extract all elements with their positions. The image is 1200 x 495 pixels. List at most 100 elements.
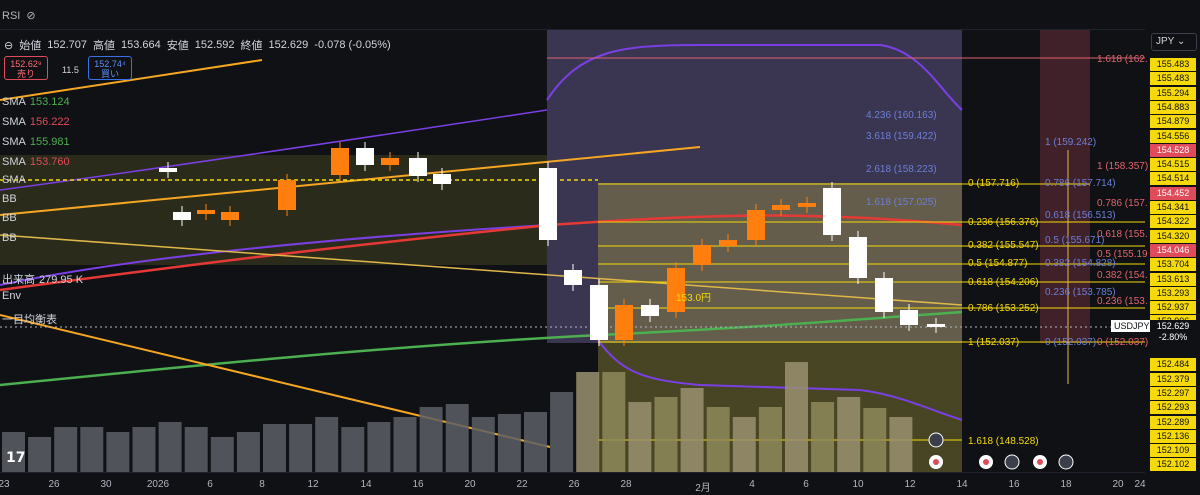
volume-bar — [419, 407, 443, 472]
tradingview-logo[interactable]: 17 — [6, 450, 26, 466]
top-toolbar: RSI ⊘ — [0, 0, 1145, 30]
price-tick: 154.341 — [1150, 201, 1196, 214]
volume-bar — [524, 412, 547, 472]
candle-body — [221, 212, 239, 220]
legend-item[interactable]: 出来高 279.95 K — [2, 271, 83, 287]
volume-bar — [315, 417, 339, 472]
time-label: 8 — [259, 479, 265, 490]
price-tick: 152.379 — [1150, 372, 1196, 386]
price-tick: 155.483 — [1150, 58, 1196, 71]
fib-level-label: 0 (157.716) — [968, 178, 1019, 189]
legend-label: 出来高 — [2, 274, 35, 286]
volume-bar — [367, 422, 391, 472]
legend-value: 153.760 — [29, 156, 70, 168]
price-tick: 154.883 — [1150, 100, 1196, 114]
legend-item[interactable]: BB — [2, 212, 21, 224]
candle-body — [667, 268, 685, 312]
price-annotation: 153.0円 — [676, 293, 711, 304]
change-value: -0.078 (-0.05%) — [314, 39, 391, 51]
legend-value: 279.95 K — [39, 274, 84, 286]
fib-level-label: 0.786 (157.0 — [1097, 198, 1154, 209]
time-label: 10 — [852, 479, 864, 490]
legend-label: 一目均衡表 — [2, 314, 57, 326]
candle-body — [823, 188, 841, 235]
price-tick: 155.483 — [1150, 72, 1196, 86]
fib-level-label: 4.236 (160.163) — [866, 110, 937, 121]
eye-slash-icon[interactable]: ⊘ — [26, 10, 36, 22]
volume-bar — [289, 424, 313, 472]
currency-value: JPY — [1156, 36, 1175, 47]
legend-item[interactable]: Env — [2, 290, 25, 302]
time-label: 26 — [568, 479, 580, 490]
collapse-icon[interactable]: ⊖ — [4, 39, 14, 52]
candle-body — [278, 180, 296, 210]
event-flags[interactable] — [928, 432, 1074, 470]
legend-item[interactable]: BB — [2, 232, 21, 244]
price-tick: 153.704 — [1150, 258, 1196, 272]
legend-item[interactable]: SMA — [2, 174, 30, 186]
us-flag-icon[interactable] — [1058, 454, 1074, 470]
red-range-zone — [1040, 30, 1090, 343]
fib-level-label: 1 (159.242) — [1045, 137, 1096, 148]
time-label: 24 — [1134, 479, 1146, 490]
chevron-down-icon: ⌄ — [1176, 36, 1186, 47]
volume-bar — [184, 427, 208, 472]
legend-item[interactable]: 一目均衡表 — [2, 311, 61, 327]
volume-bar — [680, 388, 704, 472]
candle-body — [173, 212, 191, 220]
candle-body — [356, 148, 374, 165]
candle-body — [197, 210, 215, 214]
fib-level-label: 0.5 (154.877) — [968, 258, 1028, 269]
japan-flag-dot — [933, 459, 939, 465]
fib-level-label: 3.618 (159.422) — [866, 131, 937, 142]
sell-button[interactable]: 152.62⁹ 売り — [4, 56, 48, 80]
us-flag-icon[interactable] — [1004, 454, 1020, 470]
price-tick: 154.556 — [1150, 129, 1196, 143]
fib-level-label: 1.618 (148.528) — [968, 436, 1039, 447]
price-tick: 152.297 — [1150, 386, 1196, 400]
last-price-change: -2.80% — [1158, 332, 1188, 342]
legend-item[interactable]: SMA 153.760 — [2, 156, 70, 168]
volume-bar — [445, 404, 469, 472]
open-value: 152.707 — [47, 39, 87, 51]
legend-item[interactable]: SMA 155.981 — [2, 136, 70, 148]
fib-level-label: 0.786 (157.714) — [1045, 178, 1116, 189]
volume-bar — [263, 424, 286, 472]
time-label: 16 — [1008, 479, 1020, 490]
legend-item[interactable]: SMA 156.222 — [2, 116, 70, 128]
legend-label: SMA — [2, 136, 26, 148]
currency-select[interactable]: JPY ⌄ — [1151, 33, 1197, 51]
time-axis[interactable] — [0, 472, 1145, 495]
candle-body — [615, 305, 633, 340]
volume-bar — [236, 432, 260, 472]
candle-body — [900, 310, 918, 325]
buy-price: 152.74⁴ — [94, 59, 126, 69]
volume-bars — [2, 362, 913, 472]
fib-level-label: 1 (152.037) — [968, 337, 1019, 348]
volume-bar — [811, 402, 835, 472]
japan-flag-dot — [1037, 459, 1043, 465]
fib-level-label: 0 (152.037) — [1097, 337, 1148, 348]
candle-body — [433, 174, 451, 184]
volume-bar — [863, 408, 887, 472]
legend-item[interactable]: BB — [2, 193, 21, 205]
legend-label: SMA — [2, 96, 26, 108]
price-tick: 154.879 — [1150, 115, 1196, 129]
legend-label: SMA — [2, 156, 26, 168]
volume-bar — [550, 392, 574, 472]
volume-bar — [602, 372, 626, 472]
sma-red-line — [0, 214, 963, 292]
volume-bar — [132, 427, 156, 472]
price-tick: 154.320 — [1150, 229, 1196, 243]
sell-label: 売り — [16, 69, 35, 79]
legend-label: SMA — [2, 116, 26, 128]
bollinger-lower-band — [597, 339, 963, 421]
legend-item[interactable]: SMA 153.124 — [2, 96, 70, 108]
price-tick: 152.289 — [1150, 415, 1196, 429]
candle-body — [539, 168, 557, 240]
volume-bar — [889, 417, 913, 472]
us-flag-icon[interactable] — [928, 432, 944, 448]
buy-button[interactable]: 152.74⁴ 買い — [88, 56, 132, 80]
fib-level-label: 0 (152.037) — [1045, 337, 1096, 348]
